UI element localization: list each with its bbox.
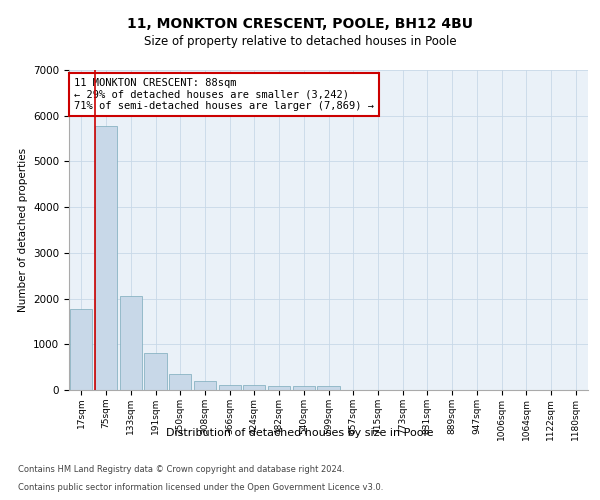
Bar xyxy=(119,296,142,390)
Bar xyxy=(293,386,315,390)
Bar xyxy=(194,382,216,390)
Text: 11 MONKTON CRESCENT: 88sqm
← 29% of detached houses are smaller (3,242)
71% of s: 11 MONKTON CRESCENT: 88sqm ← 29% of deta… xyxy=(74,78,374,111)
Text: Size of property relative to detached houses in Poole: Size of property relative to detached ho… xyxy=(143,35,457,48)
Bar xyxy=(268,386,290,390)
Text: Contains public sector information licensed under the Open Government Licence v3: Contains public sector information licen… xyxy=(18,482,383,492)
Text: Distribution of detached houses by size in Poole: Distribution of detached houses by size … xyxy=(166,428,434,438)
Bar xyxy=(317,386,340,390)
Bar xyxy=(169,374,191,390)
Text: 11, MONKTON CRESCENT, POOLE, BH12 4BU: 11, MONKTON CRESCENT, POOLE, BH12 4BU xyxy=(127,18,473,32)
Bar xyxy=(243,385,265,390)
Y-axis label: Number of detached properties: Number of detached properties xyxy=(17,148,28,312)
Bar xyxy=(145,352,167,390)
Bar xyxy=(95,126,117,390)
Bar xyxy=(218,384,241,390)
Bar xyxy=(70,308,92,390)
Text: Contains HM Land Registry data © Crown copyright and database right 2024.: Contains HM Land Registry data © Crown c… xyxy=(18,465,344,474)
